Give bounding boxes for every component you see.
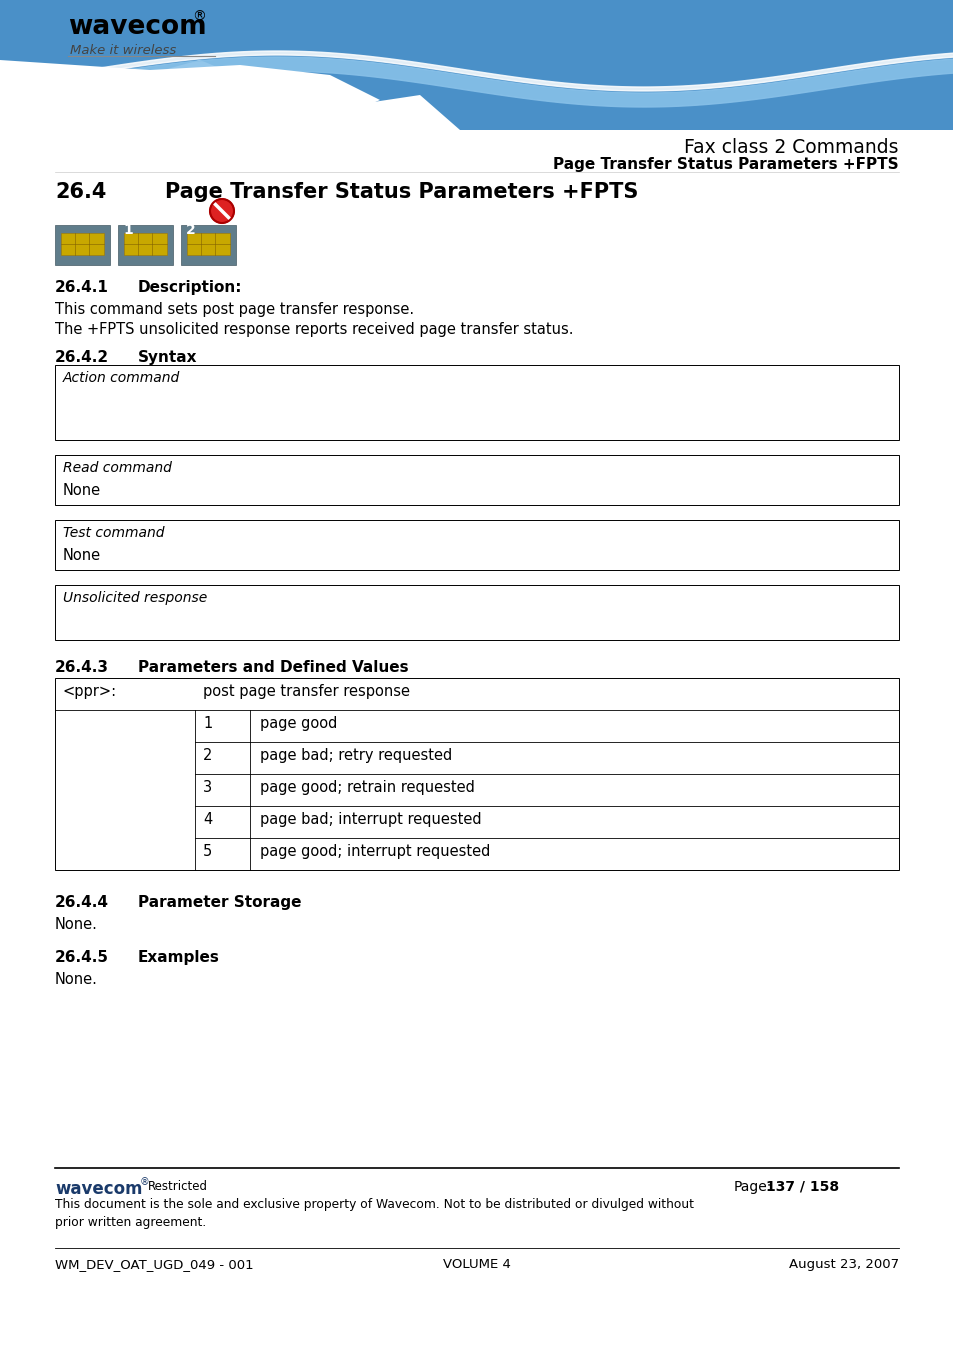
Text: 2: 2 — [203, 748, 213, 763]
Text: Make it wireless: Make it wireless — [70, 45, 176, 57]
Text: Restricted: Restricted — [148, 1180, 208, 1193]
Bar — [55, 585, 898, 640]
Text: page good; interrupt requested: page good; interrupt requested — [260, 844, 490, 859]
Text: WM_DEV_OAT_UGD_049 - 001: WM_DEV_OAT_UGD_049 - 001 — [55, 1258, 253, 1270]
Text: Page:: Page: — [733, 1180, 772, 1193]
Text: None.: None. — [55, 972, 98, 987]
Polygon shape — [0, 0, 459, 130]
Text: Fax class 2 Commands: Fax class 2 Commands — [684, 138, 898, 157]
Text: wavecom: wavecom — [68, 14, 207, 40]
Text: VOLUME 4: VOLUME 4 — [442, 1258, 511, 1270]
Bar — [55, 455, 898, 505]
Text: 1: 1 — [123, 223, 132, 238]
Text: The +FPTS unsolicited response reports received page transfer status.: The +FPTS unsolicited response reports r… — [55, 323, 573, 338]
Text: 26.4.2: 26.4.2 — [55, 350, 109, 365]
Text: Parameters and Defined Values: Parameters and Defined Values — [138, 660, 408, 675]
Text: None: None — [63, 483, 101, 498]
Text: Examples: Examples — [138, 950, 219, 965]
Bar — [124, 234, 167, 255]
Text: Action command: Action command — [63, 371, 180, 385]
Text: Test command: Test command — [63, 526, 164, 540]
Text: 26.4: 26.4 — [55, 182, 107, 202]
Bar — [55, 678, 898, 869]
Bar — [61, 234, 104, 255]
Text: 4: 4 — [203, 811, 212, 828]
Text: page good: page good — [260, 716, 337, 730]
Text: Read command: Read command — [63, 460, 172, 475]
Text: 5: 5 — [203, 844, 212, 859]
Text: wavecom: wavecom — [55, 1180, 142, 1197]
Text: 3: 3 — [203, 780, 212, 795]
Text: Page Transfer Status Parameters +FPTS: Page Transfer Status Parameters +FPTS — [165, 182, 638, 202]
Text: 1: 1 — [203, 716, 212, 730]
Text: 26.4.5: 26.4.5 — [55, 950, 109, 965]
Text: 26.4.1: 26.4.1 — [55, 279, 109, 296]
Bar — [55, 520, 898, 570]
Text: Parameter Storage: Parameter Storage — [138, 895, 301, 910]
Text: ®: ® — [140, 1177, 150, 1187]
Bar — [55, 225, 110, 265]
Text: 26.4.4: 26.4.4 — [55, 895, 109, 910]
Text: None.: None. — [55, 917, 98, 932]
Polygon shape — [0, 0, 379, 130]
Text: post page transfer response: post page transfer response — [203, 684, 410, 699]
Bar — [0, 0, 953, 130]
Bar — [118, 225, 172, 265]
Bar — [55, 364, 898, 440]
Text: This document is the sole and exclusive property of Wavecom. Not to be distribut: This document is the sole and exclusive … — [55, 1197, 693, 1228]
Text: This command sets post page transfer response.: This command sets post page transfer res… — [55, 302, 414, 317]
Text: 26.4.3: 26.4.3 — [55, 660, 109, 675]
Text: Syntax: Syntax — [138, 350, 197, 365]
Circle shape — [210, 198, 233, 223]
Text: August 23, 2007: August 23, 2007 — [788, 1258, 898, 1270]
Text: page good; retrain requested: page good; retrain requested — [260, 780, 475, 795]
Text: <ppr>:: <ppr>: — [63, 684, 117, 699]
Bar — [187, 234, 230, 255]
Text: Unsolicited response: Unsolicited response — [63, 591, 207, 605]
Text: page bad; interrupt requested: page bad; interrupt requested — [260, 811, 481, 828]
Text: None: None — [63, 548, 101, 563]
Bar — [181, 225, 235, 265]
Text: ®: ® — [192, 9, 206, 24]
Text: page bad; retry requested: page bad; retry requested — [260, 748, 452, 763]
Text: 2: 2 — [186, 223, 195, 238]
Text: Description:: Description: — [138, 279, 242, 296]
Text: Page Transfer Status Parameters +FPTS: Page Transfer Status Parameters +FPTS — [553, 157, 898, 171]
Text: 137 / 158: 137 / 158 — [765, 1180, 839, 1193]
